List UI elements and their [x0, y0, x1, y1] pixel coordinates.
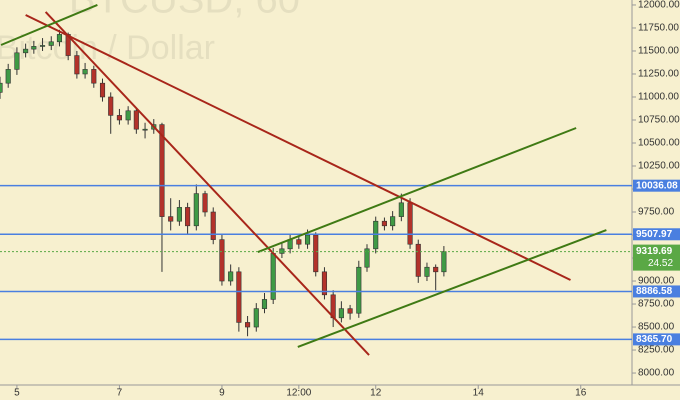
- y-tick-label: 8250.00: [638, 345, 675, 356]
- candle-body: [23, 48, 29, 54]
- candle-body: [347, 308, 353, 314]
- plot-area: [0, 4, 632, 356]
- candle-body: [168, 216, 174, 222]
- trendline: [257, 127, 577, 253]
- y-tick-label: 11000.00: [638, 92, 679, 103]
- axes: 8000.008250.008500.008750.009000.009250.…: [14, 0, 680, 399]
- candle-body: [31, 46, 37, 50]
- candle-body: [398, 202, 404, 217]
- candle-body: [108, 96, 114, 116]
- candle-body: [364, 248, 370, 268]
- y-tick-label: 11250.00: [638, 69, 679, 80]
- candle-body: [14, 52, 20, 70]
- candle-body: [407, 202, 413, 245]
- candle-body: [415, 243, 421, 277]
- candle-body: [91, 69, 97, 84]
- candle-body: [381, 220, 387, 227]
- candle-body: [142, 128, 148, 131]
- y-tick-label: 11500.00: [638, 46, 679, 57]
- x-tick-label: 12: [370, 388, 382, 399]
- y-tick-label: 10750.00: [638, 115, 680, 126]
- level-label-box: [633, 333, 680, 346]
- candle-body: [253, 308, 259, 328]
- candle-body: [219, 239, 225, 282]
- candle-body: [159, 124, 165, 217]
- level-label-box: [633, 228, 680, 241]
- x-tick-label: 9: [219, 388, 225, 399]
- level-label: 9507.97: [636, 229, 673, 240]
- last-price-label: 9319.69: [636, 246, 673, 257]
- level-label: 10036.08: [636, 180, 678, 191]
- y-tick-label: 10500.00: [638, 138, 680, 149]
- candle-body: [99, 82, 106, 98]
- candle-body: [74, 55, 80, 75]
- candle-body: [176, 207, 182, 222]
- candle-body: [210, 211, 216, 240]
- candle-body: [441, 251, 447, 273]
- candle-body: [433, 266, 439, 273]
- candle-body: [356, 266, 362, 314]
- candle-body: [270, 253, 276, 300]
- candle-body: [296, 239, 302, 245]
- x-tick-label: 5: [14, 388, 20, 399]
- x-tick-label: 7: [117, 388, 123, 399]
- candle-body: [321, 271, 328, 296]
- y-tick-label: 8750.00: [638, 299, 675, 310]
- x-tick-label: 12:00: [286, 388, 311, 399]
- last-price-box: [633, 244, 680, 271]
- candle-body: [0, 82, 3, 93]
- candle-body: [193, 193, 199, 227]
- y-tick-label: 9000.00: [638, 276, 675, 287]
- last-change-label: 24.52: [648, 258, 673, 269]
- trendline: [0, 4, 98, 46]
- y-tick-label: 8000.00: [638, 368, 675, 379]
- candle-body: [185, 207, 191, 227]
- trendline: [25, 14, 571, 281]
- candle-body: [56, 34, 63, 43]
- candle-body: [338, 308, 344, 319]
- candle-body: [39, 45, 46, 47]
- candle-body: [133, 110, 139, 130]
- candle-body: [236, 271, 242, 323]
- candle-body: [390, 216, 396, 227]
- watermark: BTCUSD, 60: [69, 0, 300, 22]
- candle-body: [48, 41, 54, 46]
- level-label: 8365.70: [636, 334, 673, 345]
- y-tick-label: 12000.00: [638, 0, 680, 11]
- candle-body: [65, 34, 71, 56]
- candle-body: [304, 234, 311, 245]
- candle-body: [116, 115, 122, 121]
- y-tick-label: 8500.00: [638, 322, 675, 333]
- candle-body: [313, 234, 319, 273]
- x-tick-label: 16: [575, 388, 587, 399]
- level-label: 8886.58: [636, 286, 673, 297]
- trendline: [44, 11, 370, 356]
- y-tick-label: 11750.00: [638, 23, 679, 34]
- candle-body: [245, 322, 251, 328]
- level-label-box: [633, 179, 680, 192]
- candle-body: [424, 266, 430, 277]
- candle-body: [5, 69, 11, 84]
- y-tick-label: 10250.00: [638, 161, 680, 172]
- candle-body: [82, 69, 88, 75]
- candle-body: [228, 271, 234, 282]
- candle-body: [202, 193, 208, 213]
- x-tick-label: 14: [473, 388, 485, 399]
- candle-body: [261, 299, 268, 309]
- level-label-box: [633, 285, 680, 298]
- trendline: [297, 229, 607, 348]
- y-tick-label: 9750.00: [638, 207, 675, 218]
- candle-body: [125, 110, 131, 121]
